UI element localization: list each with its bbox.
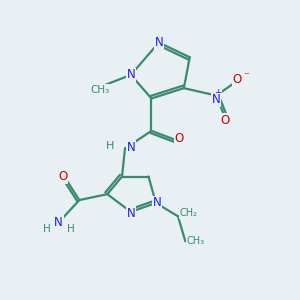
Text: N: N bbox=[127, 68, 135, 81]
Text: CH₃: CH₃ bbox=[90, 85, 110, 94]
Text: H: H bbox=[106, 141, 115, 151]
Text: N: N bbox=[212, 93, 220, 106]
Text: H: H bbox=[43, 224, 51, 235]
Text: O: O bbox=[232, 73, 242, 86]
Text: N: N bbox=[127, 207, 135, 220]
Text: CH₂: CH₂ bbox=[179, 208, 197, 218]
Text: O: O bbox=[175, 132, 184, 145]
Text: N: N bbox=[54, 216, 63, 229]
Text: N: N bbox=[154, 36, 163, 49]
Text: O: O bbox=[58, 170, 68, 183]
Text: ⁻: ⁻ bbox=[243, 71, 249, 81]
Text: N: N bbox=[126, 141, 135, 154]
Text: O: O bbox=[220, 114, 230, 127]
Text: CH₃: CH₃ bbox=[187, 236, 205, 246]
Text: N: N bbox=[153, 196, 162, 209]
Text: H: H bbox=[67, 224, 74, 235]
Text: +: + bbox=[214, 88, 221, 97]
